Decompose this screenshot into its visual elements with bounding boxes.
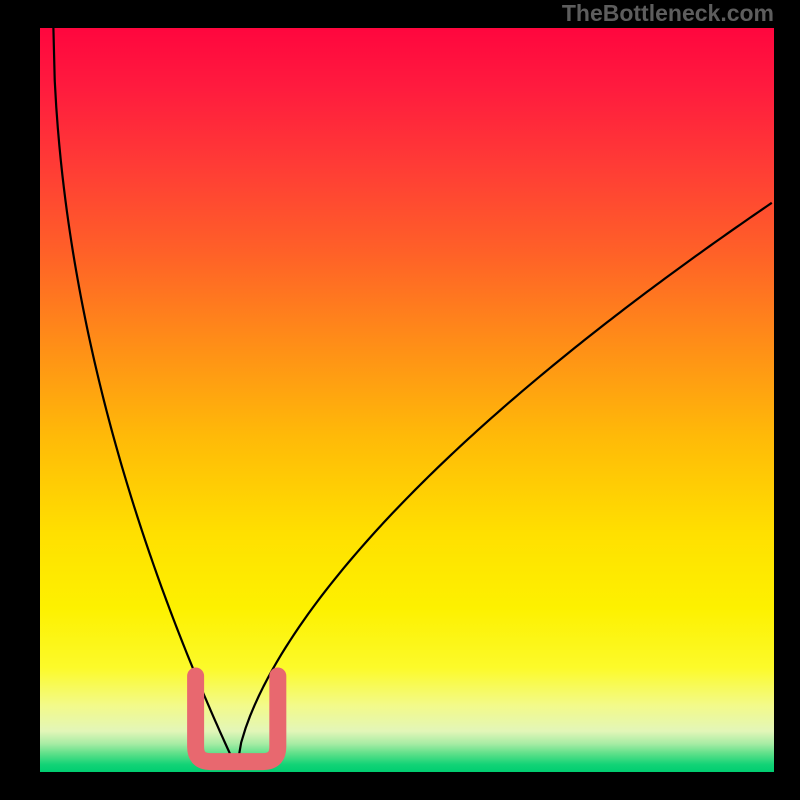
watermark-text: TheBottleneck.com [562, 0, 774, 27]
chart-svg-layer [40, 28, 774, 772]
optimal-range-marker [196, 676, 278, 762]
bottleneck-curve [53, 21, 772, 769]
chart-plot-area [40, 28, 774, 772]
